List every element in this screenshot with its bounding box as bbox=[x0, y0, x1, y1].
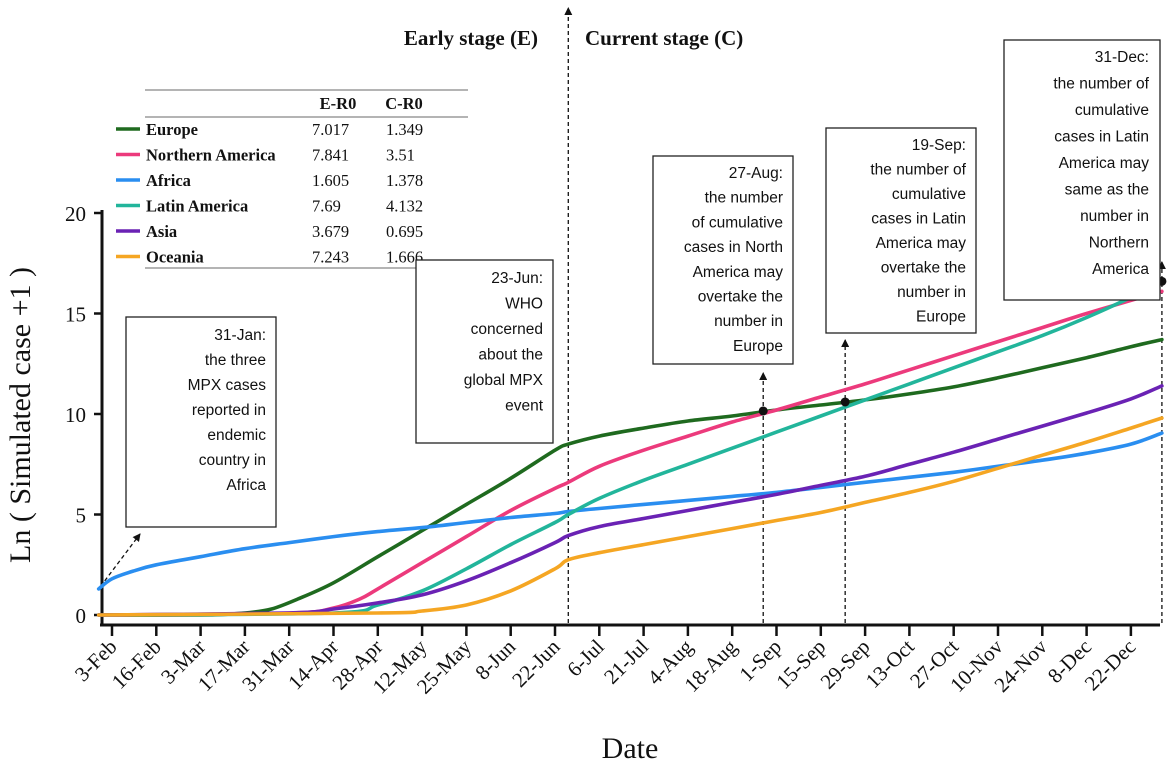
x-tick-label-21-jul: 21-Jul bbox=[599, 634, 653, 688]
y-tick-label-15: 15 bbox=[65, 303, 86, 327]
x-tick-label-14-apr: 14-Apr bbox=[283, 635, 343, 695]
x-tick-label-22-jun: 22-Jun bbox=[507, 634, 565, 692]
series-line-asia bbox=[96, 384, 1164, 617]
legend-label-asia: Asia bbox=[146, 222, 177, 241]
annotation-text-aug27: 27-Aug: the number of cumulative cases in N… bbox=[684, 165, 783, 355]
annotation-box-jun23 bbox=[415, 259, 554, 444]
annotation-arrow-jan31 bbox=[104, 533, 141, 582]
legend-header-c-r0: C-R0 bbox=[385, 94, 423, 113]
series-line-latin-america bbox=[96, 279, 1164, 617]
legend-header-e-r0: E-R0 bbox=[320, 94, 357, 113]
intersection-marker-1 bbox=[758, 406, 768, 416]
legend-e-r0-northern-america: 7.841 bbox=[312, 146, 349, 165]
x-tick-label-22-dec: 22-Dec bbox=[1080, 635, 1141, 696]
annotation-box-jan31 bbox=[125, 316, 277, 528]
legend-label-europe: Europe bbox=[146, 120, 198, 139]
legend-e-r0-asia: 3.679 bbox=[312, 222, 349, 241]
legend-c-r0-africa: 1.378 bbox=[386, 171, 423, 190]
annotation-text-jun23: 23-Jun: WHO concerned about the global MPX ev… bbox=[464, 270, 544, 415]
series-line-africa bbox=[96, 431, 1164, 591]
legend-c-r0-oceania: 1.666 bbox=[386, 248, 423, 267]
annotation-text-dec31: 31-Dec: the number of cumulative cases in L… bbox=[1053, 49, 1149, 278]
y-tick-label-0: 0 bbox=[76, 604, 87, 628]
series-layer bbox=[96, 279, 1164, 617]
legend-label-africa: Africa bbox=[146, 171, 191, 190]
x-tick-label-29-sep: 29-Sep bbox=[816, 635, 875, 694]
annotation-box-sep19 bbox=[825, 127, 977, 334]
early-stage-label: Early stage (E) bbox=[404, 26, 538, 50]
annotation-text-jan31: 31-Jan: the three MPX cases reported in ende… bbox=[188, 327, 267, 494]
legend-c-r0-asia: 0.695 bbox=[386, 222, 423, 241]
legend-label-latin-america: Latin America bbox=[146, 197, 248, 216]
x-tick-label-13-oct: 13-Oct bbox=[861, 634, 919, 692]
legend-label-northern-america: Northern America bbox=[146, 146, 276, 165]
legend-c-r0-europe: 1.349 bbox=[386, 120, 423, 139]
y-tick-label-20: 20 bbox=[65, 202, 86, 226]
y-ticks: 0 5 10 15 20 bbox=[65, 202, 102, 628]
y-tick-label-10: 10 bbox=[65, 403, 86, 427]
legend-e-r0-latin-america: 7.69 bbox=[312, 197, 341, 216]
series-line-europe bbox=[96, 337, 1164, 617]
legend: E-R0 C-R0 Europe 7.017 1.349 Northern Ameri… bbox=[116, 89, 468, 269]
series-line-oceania bbox=[96, 416, 1164, 617]
legend-c-r0-latin-america: 4.132 bbox=[386, 197, 423, 216]
annotation-box-aug27 bbox=[652, 155, 794, 365]
x-tick-label-16-feb: 16-Feb bbox=[107, 635, 166, 694]
series-line-northern-america bbox=[96, 289, 1164, 617]
y-tick-label-5: 5 bbox=[76, 504, 87, 528]
intersection-marker-2 bbox=[840, 397, 850, 407]
annotation-text-sep19: 19-Sep: the number of cumulative cases in L… bbox=[870, 137, 966, 326]
x-tick-label-15-sep: 15-Sep bbox=[771, 635, 830, 694]
y-axis-label: Ln ( Simulated case +1 ) bbox=[4, 267, 37, 563]
legend-c-r0-northern-america: 3.51 bbox=[386, 146, 415, 165]
annotation-box-dec31 bbox=[1003, 39, 1161, 301]
legend-label-oceania: Oceania bbox=[146, 248, 204, 267]
legend-e-r0-africa: 1.605 bbox=[312, 171, 349, 190]
x-ticks: 3-Feb16-Feb3-Mar17-Mar31-Mar14-Apr28-Apr… bbox=[70, 625, 1141, 699]
x-axis-label: Date bbox=[602, 732, 659, 765]
annotation-boxes: 31-Jan: the three MPX cases reported in ende… bbox=[125, 39, 1161, 528]
current-stage-label: Current stage (C) bbox=[585, 26, 743, 50]
legend-e-r0-oceania: 7.243 bbox=[312, 248, 349, 267]
legend-e-r0-europe: 7.017 bbox=[312, 120, 349, 139]
